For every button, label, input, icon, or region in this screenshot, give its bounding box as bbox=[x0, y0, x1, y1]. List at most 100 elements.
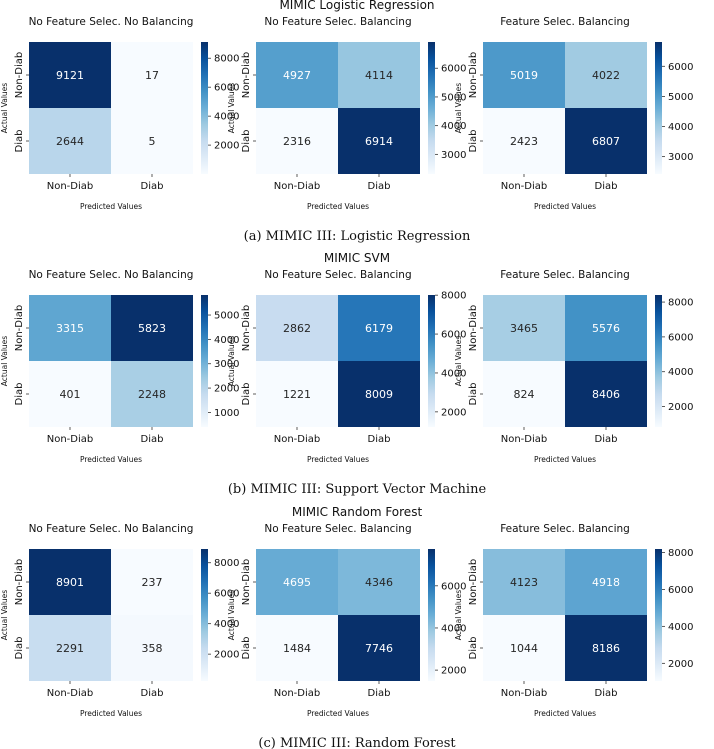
colorbar-tick-label: 1000 bbox=[214, 408, 239, 419]
colorbar bbox=[655, 295, 662, 427]
y-axis-label: Actual Values bbox=[454, 83, 463, 133]
colorbar bbox=[428, 295, 435, 427]
colorbar-tick-label: 4000 bbox=[668, 622, 693, 633]
cell-value: 2248 bbox=[138, 388, 166, 401]
colorbar bbox=[201, 42, 208, 174]
colorbar-tick-label: 8000 bbox=[668, 298, 693, 309]
heatmap-cell bbox=[256, 42, 338, 108]
chart-title: MIMIC Logistic Regression bbox=[279, 0, 434, 12]
cell-value: 4695 bbox=[283, 576, 311, 589]
x-tick-label: Diab bbox=[368, 688, 391, 699]
heatmap-panel: Feature Selec. Balancing 5019 4022 2423 6807… bbox=[454, 16, 693, 211]
heatmap-cell bbox=[111, 108, 193, 174]
cell-value: 237 bbox=[142, 576, 163, 589]
heatmap-cell bbox=[565, 615, 647, 681]
y-tick-label: Diab bbox=[468, 130, 479, 153]
cell-value: 1484 bbox=[283, 642, 311, 655]
colorbar bbox=[201, 295, 208, 427]
colorbar-tick-label: 4000 bbox=[441, 121, 466, 132]
cell-value: 401 bbox=[60, 388, 81, 401]
x-axis-label: Predicted Values bbox=[80, 202, 142, 211]
heatmap-cell bbox=[111, 615, 193, 681]
y-tick-label: Diab bbox=[241, 637, 252, 660]
y-tick-label: Non-Diab bbox=[14, 305, 25, 352]
heatmap-cell bbox=[111, 295, 193, 361]
panel-subtitle: No Feature Selec. Balancing bbox=[264, 16, 411, 28]
x-axis-label: Predicted Values bbox=[80, 709, 142, 718]
x-tick-label: Diab bbox=[595, 181, 618, 192]
colorbar-tick-label: 6000 bbox=[668, 62, 693, 73]
heatmap-cell bbox=[29, 615, 111, 681]
colorbar-tick-label: 4000 bbox=[214, 335, 239, 346]
colorbar-tick-label: 8000 bbox=[668, 548, 693, 559]
x-tick-label: Non-Diab bbox=[501, 688, 548, 699]
heatmap-cell bbox=[29, 42, 111, 108]
x-tick-label: Non-Diab bbox=[501, 181, 548, 192]
heatmap-cell bbox=[111, 549, 193, 615]
panel-subtitle: No Feature Selec. No Balancing bbox=[29, 16, 194, 28]
colorbar-tick-label: 6000 bbox=[668, 585, 693, 596]
heatmap-cell bbox=[565, 42, 647, 108]
colorbar-tick-label: 6000 bbox=[441, 330, 466, 341]
heatmap-cell bbox=[483, 295, 565, 361]
colorbar-tick-label: 3000 bbox=[668, 152, 693, 163]
colorbar bbox=[201, 549, 208, 681]
chart-group-1: MIMIC Logistic Regression (a) MIMIC III: … bbox=[0, 0, 693, 244]
cell-value: 4114 bbox=[365, 69, 393, 82]
heatmap-cell bbox=[29, 295, 111, 361]
heatmap-cell bbox=[256, 549, 338, 615]
colorbar-tick-label: 5000 bbox=[214, 311, 239, 322]
colorbar-tick-label: 6000 bbox=[441, 581, 466, 592]
heatmap-cell bbox=[338, 42, 420, 108]
x-tick-label: Non-Diab bbox=[47, 434, 94, 445]
y-axis-label: Actual Values bbox=[227, 590, 236, 640]
heatmap-cell bbox=[338, 295, 420, 361]
colorbar-tick-label: 2000 bbox=[441, 666, 466, 677]
y-axis-label: Actual Values bbox=[0, 83, 9, 133]
y-axis-label: Actual Values bbox=[0, 590, 9, 640]
cell-value: 4927 bbox=[283, 69, 311, 82]
cell-value: 2423 bbox=[510, 135, 538, 148]
colorbar-tick-label: 4000 bbox=[214, 112, 239, 123]
cell-value: 7746 bbox=[365, 642, 393, 655]
heatmap-cell bbox=[483, 108, 565, 174]
x-axis-label: Predicted Values bbox=[534, 455, 596, 464]
heatmap-panel: No Feature Selec. No Balancing 9121 17 2644… bbox=[0, 16, 239, 211]
x-tick-label: Non-Diab bbox=[274, 434, 321, 445]
y-tick-label: Non-Diab bbox=[241, 559, 252, 606]
colorbar-tick-label: 5000 bbox=[441, 92, 466, 103]
chart-title: MIMIC SVM bbox=[324, 251, 390, 265]
x-tick-label: Non-Diab bbox=[501, 434, 548, 445]
colorbar-tick-label: 2000 bbox=[668, 402, 693, 413]
cell-value: 8009 bbox=[365, 388, 393, 401]
colorbar-tick-label: 3000 bbox=[214, 359, 239, 370]
heatmap-cell bbox=[483, 42, 565, 108]
heatmap-cell bbox=[483, 549, 565, 615]
panel-subtitle: No Feature Selec. No Balancing bbox=[29, 523, 194, 535]
y-tick-label: Non-Diab bbox=[241, 52, 252, 99]
chart-group-3: MIMIC Random Forest (c) MIMIC III: Random… bbox=[0, 505, 693, 749]
x-axis-label: Predicted Values bbox=[534, 202, 596, 211]
cell-value: 2316 bbox=[283, 135, 311, 148]
figure-caption: (a) MIMIC III: Logistic Regression bbox=[244, 229, 471, 244]
colorbar-tick-label: 6000 bbox=[668, 332, 693, 343]
cell-value: 4918 bbox=[592, 576, 620, 589]
colorbar bbox=[428, 42, 435, 174]
cell-value: 1044 bbox=[510, 642, 538, 655]
cell-value: 6179 bbox=[365, 322, 393, 335]
heatmap-cell bbox=[256, 295, 338, 361]
colorbar-tick-label: 2000 bbox=[441, 407, 466, 418]
x-tick-label: Diab bbox=[368, 181, 391, 192]
heatmap-cell bbox=[111, 42, 193, 108]
heatmap-panel: No Feature Selec. Balancing 4695 4346 1484 7… bbox=[227, 523, 466, 718]
colorbar-tick-label: 8000 bbox=[214, 558, 239, 569]
panel-subtitle: Feature Selec. Balancing bbox=[500, 269, 630, 281]
heatmap-cell bbox=[338, 615, 420, 681]
x-tick-label: Diab bbox=[595, 688, 618, 699]
colorbar-tick-label: 4000 bbox=[668, 367, 693, 378]
panel-subtitle: No Feature Selec. No Balancing bbox=[29, 269, 194, 281]
x-tick-label: Non-Diab bbox=[274, 181, 321, 192]
figure-caption: (b) MIMIC III: Support Vector Machine bbox=[228, 482, 487, 497]
heatmap-panel: No Feature Selec. No Balancing 3315 5823 40… bbox=[0, 269, 239, 464]
y-axis-label: Actual Values bbox=[227, 336, 236, 386]
